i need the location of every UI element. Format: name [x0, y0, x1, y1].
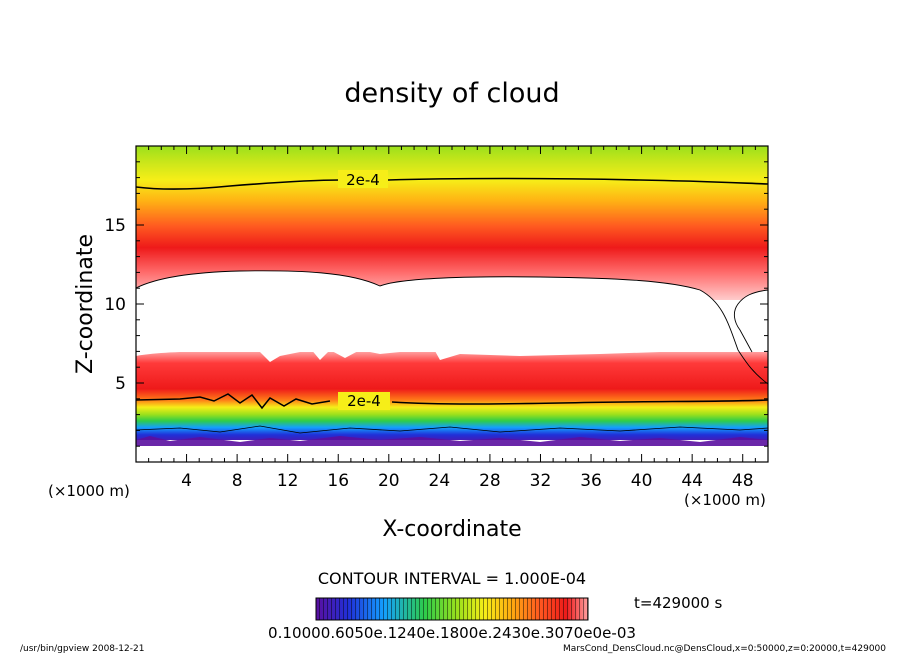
contour-line-near-ground [136, 425, 768, 434]
plot-area: 2e-4 2e-4 [136, 146, 768, 462]
contour-line-lower [136, 393, 768, 410]
contour-line-loop [733, 289, 768, 353]
contour-line-upper [136, 177, 768, 190]
time-label: t=429000 s [634, 594, 722, 612]
x-tick-label: 20 [378, 471, 400, 491]
x-axis-label: X-coordinate [382, 517, 521, 542]
ground-ragged-edge [136, 436, 768, 446]
contour-label-upper: 2e-4 [346, 171, 380, 189]
chart-title: density of cloud [344, 78, 559, 109]
x-tick-label: 16 [327, 471, 349, 491]
y-tick-label: 5 [115, 374, 126, 394]
footer-right: MarsCond_DensCloud.nc@DensCloud,x=0:5000… [563, 644, 886, 654]
contour-label-bg-upper [338, 170, 388, 188]
colorbar-frame [315, 597, 589, 621]
x-tick-label: 32 [530, 471, 552, 491]
x-axis-unit: (×1000 m) [684, 491, 766, 509]
x-tick-label: 36 [580, 471, 602, 491]
y-tick-label: 15 [104, 216, 126, 236]
contour-label-bg-lower [338, 392, 390, 410]
cloud-free-region [136, 270, 768, 370]
contour-label-lower: 2e-4 [347, 392, 381, 410]
x-tick-label: 4 [181, 471, 192, 491]
x-tick-label: 40 [631, 471, 653, 491]
y-axis-unit: (×1000 m) [48, 482, 130, 500]
colorbar-stripes [316, 598, 588, 620]
lower-cloud-top-edge [136, 342, 768, 362]
contour-interval: CONTOUR INTERVAL = 1.000E-04 [318, 569, 586, 588]
x-tick-label: 28 [479, 471, 501, 491]
x-tick-label: 12 [277, 471, 299, 491]
x-tick-label: 48 [732, 471, 754, 491]
colorbar-labels: 0.10000.6050e.1240e.1800e.2430e.3070e0e-… [268, 624, 636, 642]
x-tick-label: 44 [681, 471, 703, 491]
y-tick-label: 10 [104, 295, 126, 315]
contour-line-cloud-top [136, 270, 768, 385]
x-tick-label: 24 [429, 471, 451, 491]
footer-left: /usr/bin/gpview 2008-12-21 [20, 644, 144, 654]
y-axis-label: Z-coordinate [73, 234, 98, 374]
x-tick-label: 8 [232, 471, 243, 491]
